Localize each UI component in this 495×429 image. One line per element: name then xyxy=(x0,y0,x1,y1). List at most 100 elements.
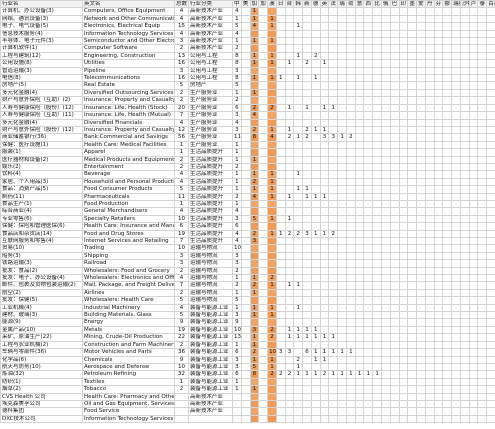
total: 1 xyxy=(174,140,189,150)
count-cell xyxy=(240,59,251,68)
count-cell xyxy=(398,244,409,253)
count-cell xyxy=(310,66,321,76)
count-cell xyxy=(407,296,418,305)
count-cell: 2 xyxy=(249,177,260,187)
total: 3 xyxy=(174,259,189,268)
column-header: 俄 xyxy=(381,0,391,9)
count-cell xyxy=(451,333,461,342)
count-cell xyxy=(319,111,330,120)
count-cell xyxy=(337,118,347,127)
count-cell xyxy=(468,133,479,142)
count-cell xyxy=(381,407,391,416)
count-cell xyxy=(468,59,479,68)
count-cell xyxy=(486,51,495,61)
count-cell xyxy=(310,96,321,105)
count-cell xyxy=(354,111,365,120)
count-cell xyxy=(345,88,356,98)
count-cell xyxy=(459,44,470,53)
count-cell: 3 xyxy=(232,251,242,261)
category: 生活品质提升 xyxy=(188,207,233,216)
count-cell xyxy=(416,199,426,209)
count-cell xyxy=(284,222,295,231)
count-cell xyxy=(451,162,461,172)
table-row: 食品店和杂货店(14) Food and Drug Stores 19 生活品质提升 4… xyxy=(0,229,495,239)
count-cell xyxy=(328,74,339,83)
count-cell xyxy=(372,59,383,68)
count-cell xyxy=(345,14,356,24)
count-cell xyxy=(468,392,479,401)
count-cell xyxy=(363,414,374,424)
count-cell xyxy=(284,274,295,283)
count-cell xyxy=(337,140,347,150)
count-cell xyxy=(345,318,356,327)
count-cell xyxy=(442,236,453,246)
count-cell xyxy=(407,199,418,209)
table-row: 工业机械(4) Industrial Machinery 4 装备与能源工业 1 1 1 1 xyxy=(0,303,495,313)
count-cell xyxy=(363,22,374,31)
count-cell: 1 xyxy=(310,74,321,83)
count-cell xyxy=(451,96,461,105)
count-cell xyxy=(486,7,495,16)
count-cell: 1 xyxy=(267,281,277,290)
count-cell: 2 xyxy=(267,333,277,342)
count-cell xyxy=(354,266,365,276)
total: 4 xyxy=(174,118,189,127)
count-cell xyxy=(293,103,304,113)
total: 19 xyxy=(174,229,189,239)
column-header: 丹 xyxy=(424,0,435,9)
english-name: Network and Other Communications Eq xyxy=(82,14,175,24)
count-cell xyxy=(258,81,269,90)
count-cell xyxy=(293,29,304,39)
total: 2 xyxy=(174,88,189,98)
count-cell xyxy=(389,340,400,350)
category: 公用与工程 xyxy=(188,74,233,83)
count-cell xyxy=(363,385,374,394)
count-cell xyxy=(459,148,470,157)
count-cell xyxy=(319,207,330,216)
count-cell xyxy=(258,355,269,364)
count-cell xyxy=(486,81,495,90)
count-cell xyxy=(310,244,321,253)
count-cell xyxy=(310,22,321,31)
count-cell xyxy=(459,333,470,342)
count-cell xyxy=(372,355,383,364)
column-header: 沙特 xyxy=(459,0,470,9)
count-cell: 3 xyxy=(232,125,242,135)
count-cell xyxy=(372,325,383,335)
count-cell xyxy=(451,14,461,24)
count-cell xyxy=(302,22,312,31)
english-name: Diversified Financials xyxy=(82,118,175,127)
count-cell xyxy=(284,385,295,394)
count-cell xyxy=(433,162,444,172)
count-cell xyxy=(477,281,488,290)
count-cell: 1 xyxy=(249,311,260,320)
count-cell xyxy=(381,125,391,135)
count-cell xyxy=(372,348,383,357)
count-cell xyxy=(258,96,269,105)
count-cell xyxy=(310,399,321,409)
count-cell xyxy=(240,362,251,372)
count-cell xyxy=(407,177,418,187)
count-cell xyxy=(398,192,409,201)
count-cell xyxy=(302,407,312,416)
count-cell xyxy=(442,140,453,150)
count-cell xyxy=(354,377,365,387)
count-cell xyxy=(293,251,304,261)
industry-name: 批发：保健(5) xyxy=(0,296,83,305)
count-cell xyxy=(468,103,479,113)
count-cell xyxy=(372,311,383,320)
count-cell xyxy=(372,125,383,135)
count-cell xyxy=(459,155,470,164)
count-cell xyxy=(284,111,295,120)
table-row: 保健：医疗设施(1) Health Care: Medical Facilitie… xyxy=(0,140,495,150)
count-cell xyxy=(389,274,400,283)
count-cell xyxy=(477,44,488,53)
total xyxy=(174,399,189,409)
english-name: Computers, Office Equipment xyxy=(82,7,175,16)
count-cell xyxy=(433,140,444,150)
count-cell xyxy=(389,140,400,150)
count-cell xyxy=(267,222,277,231)
count-cell: 1 xyxy=(372,370,383,379)
count-cell xyxy=(416,348,426,357)
